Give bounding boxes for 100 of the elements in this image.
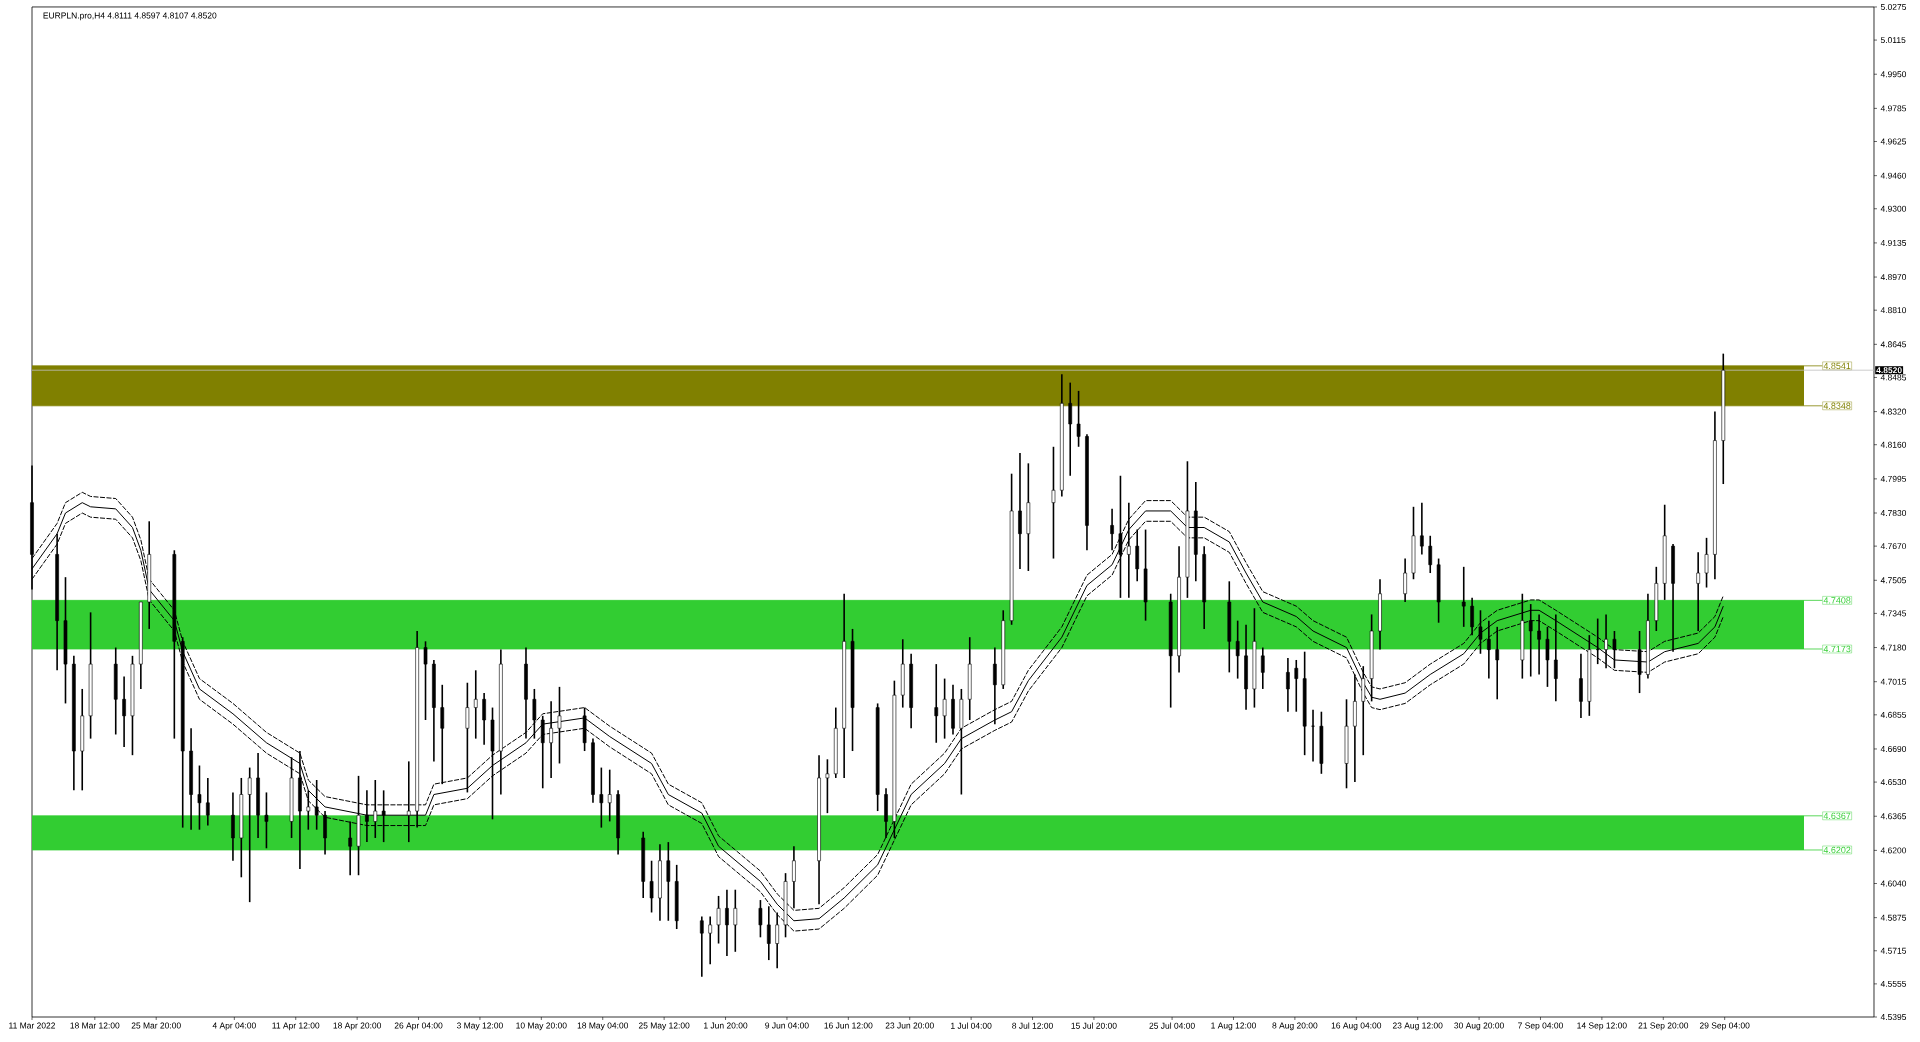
x-tick-label: 16 Jun 12:00: [824, 1022, 873, 1029]
candlestick: [666, 841, 671, 922]
y-tick-label: 4.8320: [1880, 408, 1907, 415]
candlestick: [1018, 452, 1022, 570]
candlestick: [1260, 646, 1265, 690]
candlestick: [825, 758, 830, 814]
x-tick-label: 1 Jun 20:00: [704, 1022, 748, 1029]
ref-line-label: 4.8520: [1876, 367, 1902, 374]
y-tick-label: 4.6855: [1880, 711, 1907, 718]
y-tick-label: 4.8160: [1880, 441, 1907, 448]
candlestick: [1612, 630, 1617, 670]
x-tick-label: 15 Jul 20:00: [1071, 1022, 1117, 1029]
x-tick-label: 11 Apr 12:00: [272, 1022, 320, 1031]
candlestick: [1461, 566, 1466, 628]
candlestick: [406, 760, 411, 843]
x-tick-label: 11 Mar 2022: [9, 1022, 56, 1029]
candlestick: [1051, 445, 1056, 560]
candlestick: [1361, 665, 1366, 756]
candlestick: [1311, 708, 1315, 763]
candlestick: [607, 768, 612, 823]
candlestick: [348, 820, 352, 877]
ref-line-label: 4.6202: [1823, 846, 1851, 854]
x-tick-label: 8 Aug 20:00: [1272, 1022, 1318, 1031]
candlestick: [993, 646, 997, 725]
candlestick: [649, 859, 654, 914]
candlestick: [733, 888, 738, 953]
candlestick: [1478, 609, 1483, 655]
candlestick: [708, 915, 713, 966]
candlestick: [1545, 626, 1550, 688]
candlestick: [306, 789, 311, 831]
ref-line-label: 4.8348: [1823, 402, 1851, 409]
x-tick-label: 25 Mar 20:00: [131, 1022, 181, 1029]
y-tick-label: 4.6040: [1880, 880, 1907, 887]
x-tick-label: 14 Sep 12:00: [1577, 1022, 1627, 1031]
y-tick-label: 4.9785: [1880, 105, 1907, 112]
x-tick-label: 18 Apr 20:00: [333, 1022, 382, 1031]
x-tick-label: 30 Aug 20:00: [1454, 1022, 1504, 1031]
candlestick: [725, 888, 729, 957]
y-tick-label: 4.5555: [1880, 980, 1907, 987]
x-tick-label: 23 Aug 12:00: [1392, 1022, 1443, 1031]
candlestick: [373, 779, 378, 839]
candlestick: [1537, 613, 1541, 676]
x-tick-label: 25 Jul 04:00: [1149, 1022, 1195, 1029]
y-tick-label: 4.8810: [1880, 307, 1907, 314]
x-tick-label: 23 Jun 20:00: [885, 1022, 934, 1029]
x-tick-label: 3 May 12:00: [456, 1022, 503, 1031]
candlestick: [1528, 603, 1533, 678]
candlestick: [1110, 508, 1114, 552]
ref-line-label: 4.7408: [1823, 597, 1851, 604]
y-tick-label: 4.9460: [1880, 172, 1907, 179]
candlestick: [699, 915, 704, 978]
candlestick: [1495, 626, 1500, 701]
candlestick: [1420, 501, 1424, 556]
y-tick-label: 4.8970: [1880, 274, 1907, 281]
candlestick: [1235, 619, 1240, 680]
y-tick-label: 5.0115: [1880, 37, 1906, 44]
candlestick: [323, 810, 327, 856]
candlestick: [423, 640, 428, 721]
y-tick-label: 4.8645: [1880, 341, 1907, 348]
candlestick: [599, 766, 604, 829]
y-tick-label: 4.9950: [1880, 71, 1907, 78]
x-tick-label: 16 Aug 04:00: [1331, 1022, 1382, 1031]
x-tick-label: 7 Sep 04:00: [1518, 1022, 1563, 1031]
candlestick: [482, 692, 486, 746]
candlestick: [231, 791, 235, 862]
y-tick-label: 4.6200: [1880, 847, 1907, 854]
x-tick-label: 29 Sep 04:00: [1699, 1022, 1750, 1031]
candlestick: [1403, 557, 1407, 603]
candlestick: [1696, 551, 1700, 632]
candlestick: [1704, 537, 1709, 589]
candlestick: [540, 715, 545, 790]
candlestick: [1135, 528, 1140, 583]
candlestick: [465, 681, 470, 794]
candlestick: [381, 789, 386, 843]
candlestick: [1604, 613, 1608, 670]
candlestick: [934, 663, 939, 744]
y-tick-label: 4.7505: [1880, 577, 1907, 584]
candlestick: [1068, 381, 1073, 477]
candlestick: [440, 684, 445, 785]
candlestick: [1554, 613, 1558, 703]
y-tick-label: 4.7345: [1880, 610, 1907, 617]
x-tick-label: 21 Sep 20:00: [1638, 1022, 1689, 1031]
ref-line-label: 4.8541: [1823, 362, 1851, 370]
x-tick-label: 25 May 12:00: [638, 1022, 690, 1031]
x-tick-label: 4 Apr 04:00: [212, 1022, 256, 1031]
x-tick-label: 10 May 20:00: [516, 1022, 567, 1031]
candlestick: [1286, 657, 1290, 713]
candlestick: [365, 789, 369, 843]
x-tick-label: 18 Mar 12:00: [70, 1022, 120, 1029]
y-tick-label: 4.9300: [1880, 205, 1907, 212]
x-tick-label: 9 Jun 04:00: [765, 1022, 809, 1029]
candlestick: [122, 675, 126, 748]
y-tick-label: 4.8485: [1880, 374, 1907, 381]
candlestick: [247, 766, 252, 903]
candlestick: [264, 791, 269, 850]
x-tick-label: 8 Jul 12:00: [1012, 1022, 1053, 1029]
candlestick: [557, 686, 562, 765]
y-tick-label: 4.6530: [1880, 779, 1907, 786]
candlestick: [758, 899, 763, 939]
candlestick: [197, 764, 202, 831]
